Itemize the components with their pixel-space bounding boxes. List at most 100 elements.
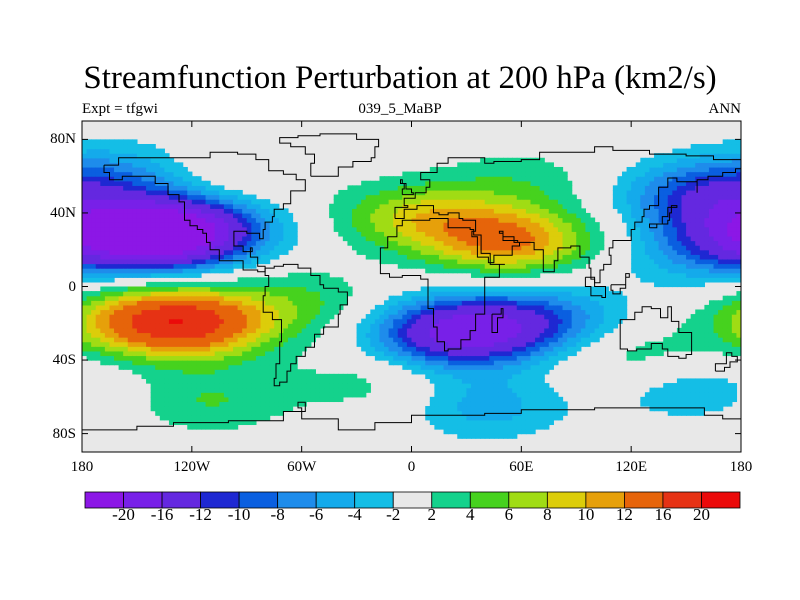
field-cell: [306, 314, 312, 320]
field-cell: [498, 180, 504, 186]
field-cell: [535, 410, 541, 416]
field-cell: [150, 327, 156, 334]
field-cell: [104, 189, 111, 196]
field-cell: [168, 222, 175, 228]
field-cell: [223, 364, 230, 370]
field-cell: [82, 332, 88, 338]
field-cell: [457, 212, 463, 219]
field-cell: [100, 258, 106, 265]
field-cell: [191, 304, 198, 311]
field-cell: [223, 291, 230, 297]
field-cell: [155, 318, 161, 324]
field-cell: [493, 291, 500, 297]
field-cell: [155, 217, 161, 223]
field-cell: [461, 419, 468, 426]
field-cell: [205, 355, 211, 361]
field-cell: [576, 263, 582, 269]
field-cell: [196, 295, 202, 301]
field-cell: [141, 295, 147, 301]
field-cell: [544, 364, 550, 370]
field-cell: [457, 337, 463, 343]
field-cell: [352, 378, 358, 384]
field-cell: [237, 373, 243, 380]
field-cell: [512, 254, 518, 260]
field-cell: [86, 208, 92, 214]
field-cell: [521, 406, 527, 412]
field-cell: [562, 291, 568, 297]
field-cell: [580, 208, 587, 214]
field-cell: [585, 245, 591, 251]
field-cell: [356, 378, 362, 384]
field-cell: [438, 346, 445, 352]
field-cell: [114, 272, 120, 278]
field-cell: [530, 323, 536, 329]
field-cell: [576, 199, 582, 205]
field-cell: [95, 277, 101, 283]
field-cell: [480, 364, 486, 370]
field-cell: [114, 254, 120, 260]
field-cell: [292, 295, 298, 301]
field-cell: [182, 314, 188, 320]
field-cell: [475, 373, 481, 380]
field-cell: [470, 341, 477, 347]
field-cell: [443, 171, 449, 177]
field-cell: [594, 314, 600, 320]
field-cell: [544, 392, 550, 398]
field-cell: [214, 383, 220, 389]
field-cell: [539, 360, 545, 366]
field-cell: [150, 148, 156, 154]
field-cell: [379, 314, 385, 320]
field-cell: [461, 401, 468, 407]
field-cell: [466, 360, 472, 366]
field-cell: [425, 231, 431, 237]
field-cell: [507, 360, 513, 366]
field-cell: [448, 383, 454, 389]
field-cell: [489, 235, 495, 242]
field-cell: [178, 258, 184, 265]
field-cell: [384, 185, 390, 191]
field-cell: [200, 300, 207, 306]
field-cell: [223, 231, 230, 237]
field-cell: [525, 235, 532, 242]
field-cell: [274, 396, 280, 403]
field-cell: [484, 392, 490, 398]
field-cell: [173, 314, 179, 320]
field-cell: [576, 235, 582, 242]
field-cell: [548, 286, 554, 292]
field-cell: [402, 199, 408, 205]
field-cell: [525, 406, 532, 412]
field-cell: [457, 373, 463, 380]
field-cell: [384, 304, 390, 311]
field-cell: [118, 314, 124, 320]
field-cell: [356, 327, 362, 334]
field-cell: [576, 226, 582, 232]
field-cell: [544, 189, 550, 196]
field-cell: [159, 360, 165, 366]
field-cell: [480, 249, 486, 255]
field-cell: [498, 314, 504, 320]
field-cell: [214, 254, 220, 260]
field-cell: [141, 180, 147, 186]
field-cell: [480, 176, 486, 182]
field-cell: [150, 318, 156, 324]
field-cell: [535, 300, 541, 306]
field-cell: [530, 217, 536, 223]
field-cell: [287, 337, 294, 343]
field-cell: [544, 263, 550, 269]
field-cell: [205, 406, 211, 412]
field-cell: [525, 203, 532, 209]
field-cell: [141, 291, 147, 297]
field-cell: [557, 286, 564, 292]
field-cell: [452, 176, 458, 182]
field-cell: [470, 254, 477, 260]
field-cell: [388, 189, 394, 196]
field-cell: [306, 323, 312, 329]
field-cell: [159, 268, 165, 274]
field-cell: [182, 240, 188, 246]
field-cell: [86, 217, 92, 223]
field-cell: [507, 332, 513, 338]
field-cell: [155, 212, 161, 219]
field-cell: [123, 235, 129, 242]
field-cell: [228, 226, 234, 232]
field-cell: [219, 410, 225, 416]
